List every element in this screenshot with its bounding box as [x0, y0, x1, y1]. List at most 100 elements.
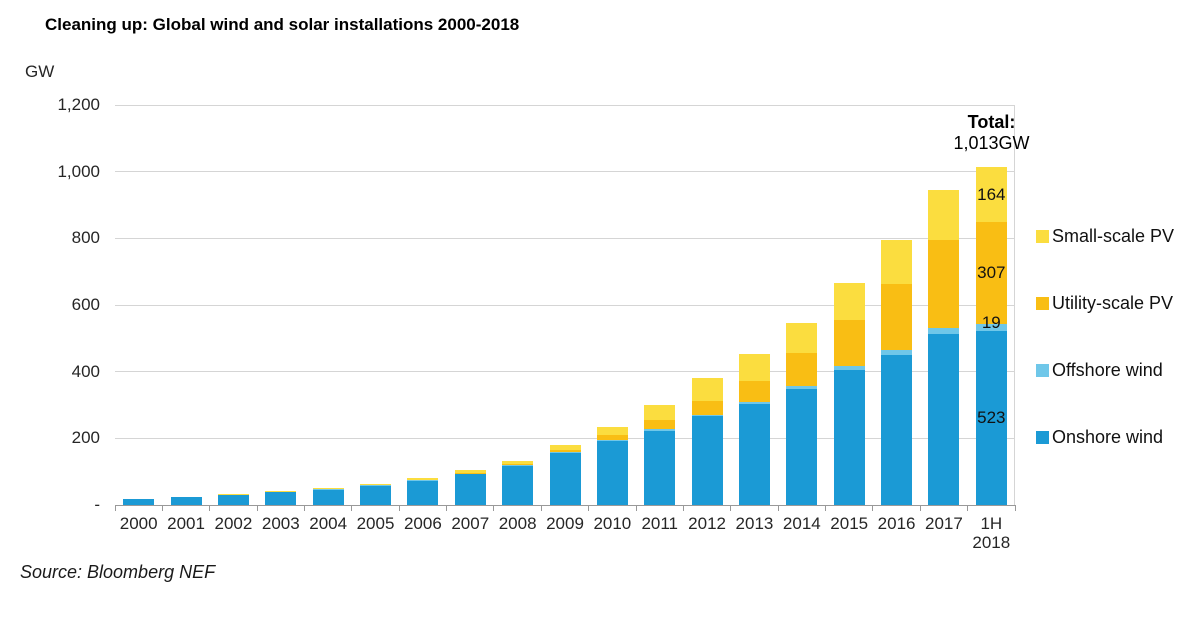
x-axis-tick — [540, 505, 542, 511]
plot-right-border — [1014, 105, 1015, 505]
x-axis-label-2003: 2003 — [261, 514, 300, 533]
bar-value-label-utility-scale-pv: 307 — [977, 263, 1006, 283]
x-axis-label-2008: 2008 — [498, 514, 537, 533]
legend-label-small-scale-pv: Small-scale PV — [1052, 225, 1175, 246]
segment-utility-scale-pv — [596, 435, 628, 440]
x-axis-label-2015: 2015 — [830, 514, 869, 533]
bar-2011 — [644, 405, 676, 505]
segment-utility-scale-pv — [644, 420, 676, 430]
segment-onshore-wind — [596, 440, 628, 505]
segment-small-scale-pv — [928, 190, 960, 241]
bar-2001 — [170, 497, 202, 505]
segment-offshore-wind — [549, 452, 581, 453]
x-axis-label-2000: 2000 — [119, 514, 158, 533]
segment-onshore-wind — [738, 404, 770, 505]
segment-small-scale-pv — [786, 322, 818, 354]
bar-value-label-offshore-wind: 19 — [981, 312, 1001, 332]
segment-onshore-wind — [549, 453, 581, 505]
bar-2013 — [738, 354, 770, 505]
bar-value-label-small-scale-pv: 164 — [977, 184, 1006, 204]
x-axis-tick — [114, 505, 116, 511]
segment-small-scale-pv — [265, 491, 297, 493]
segment-onshore-wind — [454, 474, 486, 505]
bar-2009 — [549, 445, 581, 505]
segment-small-scale-pv — [881, 240, 913, 284]
segment-small-scale-pv — [549, 445, 581, 451]
x-axis-label-2007: 2007 — [451, 514, 490, 533]
plot-area: 2000 2001 2002 2003 2004 2005 2006 2007 2008 2009… — [114, 104, 1016, 552]
segment-offshore-wind — [596, 439, 628, 441]
bar-2005 — [360, 483, 392, 505]
legend-swatch-offshore-wind-icon — [1036, 363, 1049, 377]
x-axis-label-2014: 2014 — [782, 514, 821, 533]
x-axis-tick — [209, 505, 211, 511]
chart-title: Cleaning up: Global wind and solar insta… — [45, 15, 520, 34]
segment-small-scale-pv — [596, 427, 628, 436]
segment-utility-scale-pv — [549, 450, 581, 453]
segment-offshore-wind — [928, 327, 960, 334]
x-axis-tick — [872, 505, 874, 511]
segment-offshore-wind — [786, 386, 818, 389]
x-axis-tick — [588, 505, 590, 511]
legend-swatch-onshore-wind-icon — [1036, 430, 1049, 444]
x-axis-tick — [446, 505, 448, 511]
bar-2017 — [928, 190, 960, 505]
segment-small-scale-pv — [975, 167, 1007, 223]
bar-2002 — [217, 494, 249, 505]
x-axis-label-2013: 2013 — [735, 514, 774, 533]
segment-offshore-wind — [691, 414, 723, 417]
x-axis-tick — [161, 505, 163, 511]
segment-utility-scale-pv — [407, 479, 439, 481]
segment-utility-scale-pv — [454, 472, 486, 474]
segment-small-scale-pv — [217, 494, 249, 495]
x-axis-tick — [730, 505, 732, 511]
gridline-200 — [115, 437, 1015, 439]
x-axis-tick — [635, 505, 637, 511]
legend-item-utility-scale-pv: Utility-scale PV — [1036, 293, 1174, 313]
y-axis-label-400: 400 — [71, 361, 100, 381]
segment-small-scale-pv — [644, 405, 676, 421]
bar-2007 — [454, 470, 486, 505]
x-axis-label-2009: 2009 — [546, 514, 584, 533]
legend: Small-scale PV Utility-scale PV Offshore w… — [1036, 226, 1174, 494]
x-axis-label-2002: 2002 — [214, 514, 253, 533]
bar-2010 — [596, 427, 628, 505]
segment-utility-scale-pv — [738, 381, 770, 402]
x-axis-label-2017: 2017 — [925, 514, 963, 533]
segment-small-scale-pv — [833, 282, 865, 320]
x-axis-label-2011: 2011 — [641, 514, 679, 533]
legend-label-offshore-wind: Offshore wind — [1052, 359, 1163, 380]
segment-offshore-wind — [975, 324, 1007, 331]
segment-onshore-wind — [123, 499, 155, 505]
bar-2006 — [407, 478, 439, 505]
legend-label-onshore-wind: Onshore wind — [1052, 426, 1164, 447]
x-axis-label-2001: 2001 — [167, 514, 205, 533]
x-axis-label-2006: 2006 — [403, 514, 442, 533]
bar-2004 — [312, 488, 344, 505]
x-axis-label-2005: 2005 — [356, 514, 395, 533]
x-axis-tick — [967, 505, 969, 511]
x-axis-tick — [777, 505, 779, 511]
segment-offshore-wind — [881, 350, 913, 355]
x-axis-tick — [398, 505, 400, 511]
segment-small-scale-pv — [312, 488, 344, 490]
segment-onshore-wind — [928, 333, 960, 505]
segment-onshore-wind — [881, 355, 913, 505]
y-axis-label-600: 600 — [71, 295, 100, 314]
segment-utility-scale-pv — [928, 240, 960, 328]
segment-onshore-wind — [170, 497, 202, 505]
segment-utility-scale-pv — [881, 283, 913, 351]
x-axis-label-2004: 2004 — [309, 514, 348, 533]
total-annotation: Total: 1,013GW — [931, 112, 1052, 154]
x-axis-tick — [825, 505, 827, 511]
segment-utility-scale-pv — [833, 319, 865, 367]
bar-2000 — [123, 499, 155, 505]
legend-item-offshore-wind: Offshore wind — [1036, 360, 1174, 380]
x-axis-tick — [303, 505, 305, 511]
gridline-1000 — [115, 171, 1015, 173]
segment-small-scale-pv — [360, 483, 392, 486]
x-axis-tick — [919, 505, 921, 511]
bar-2015 — [833, 282, 865, 505]
segment-onshore-wind — [360, 485, 392, 505]
x-axis-label-2010: 2010 — [593, 514, 632, 533]
